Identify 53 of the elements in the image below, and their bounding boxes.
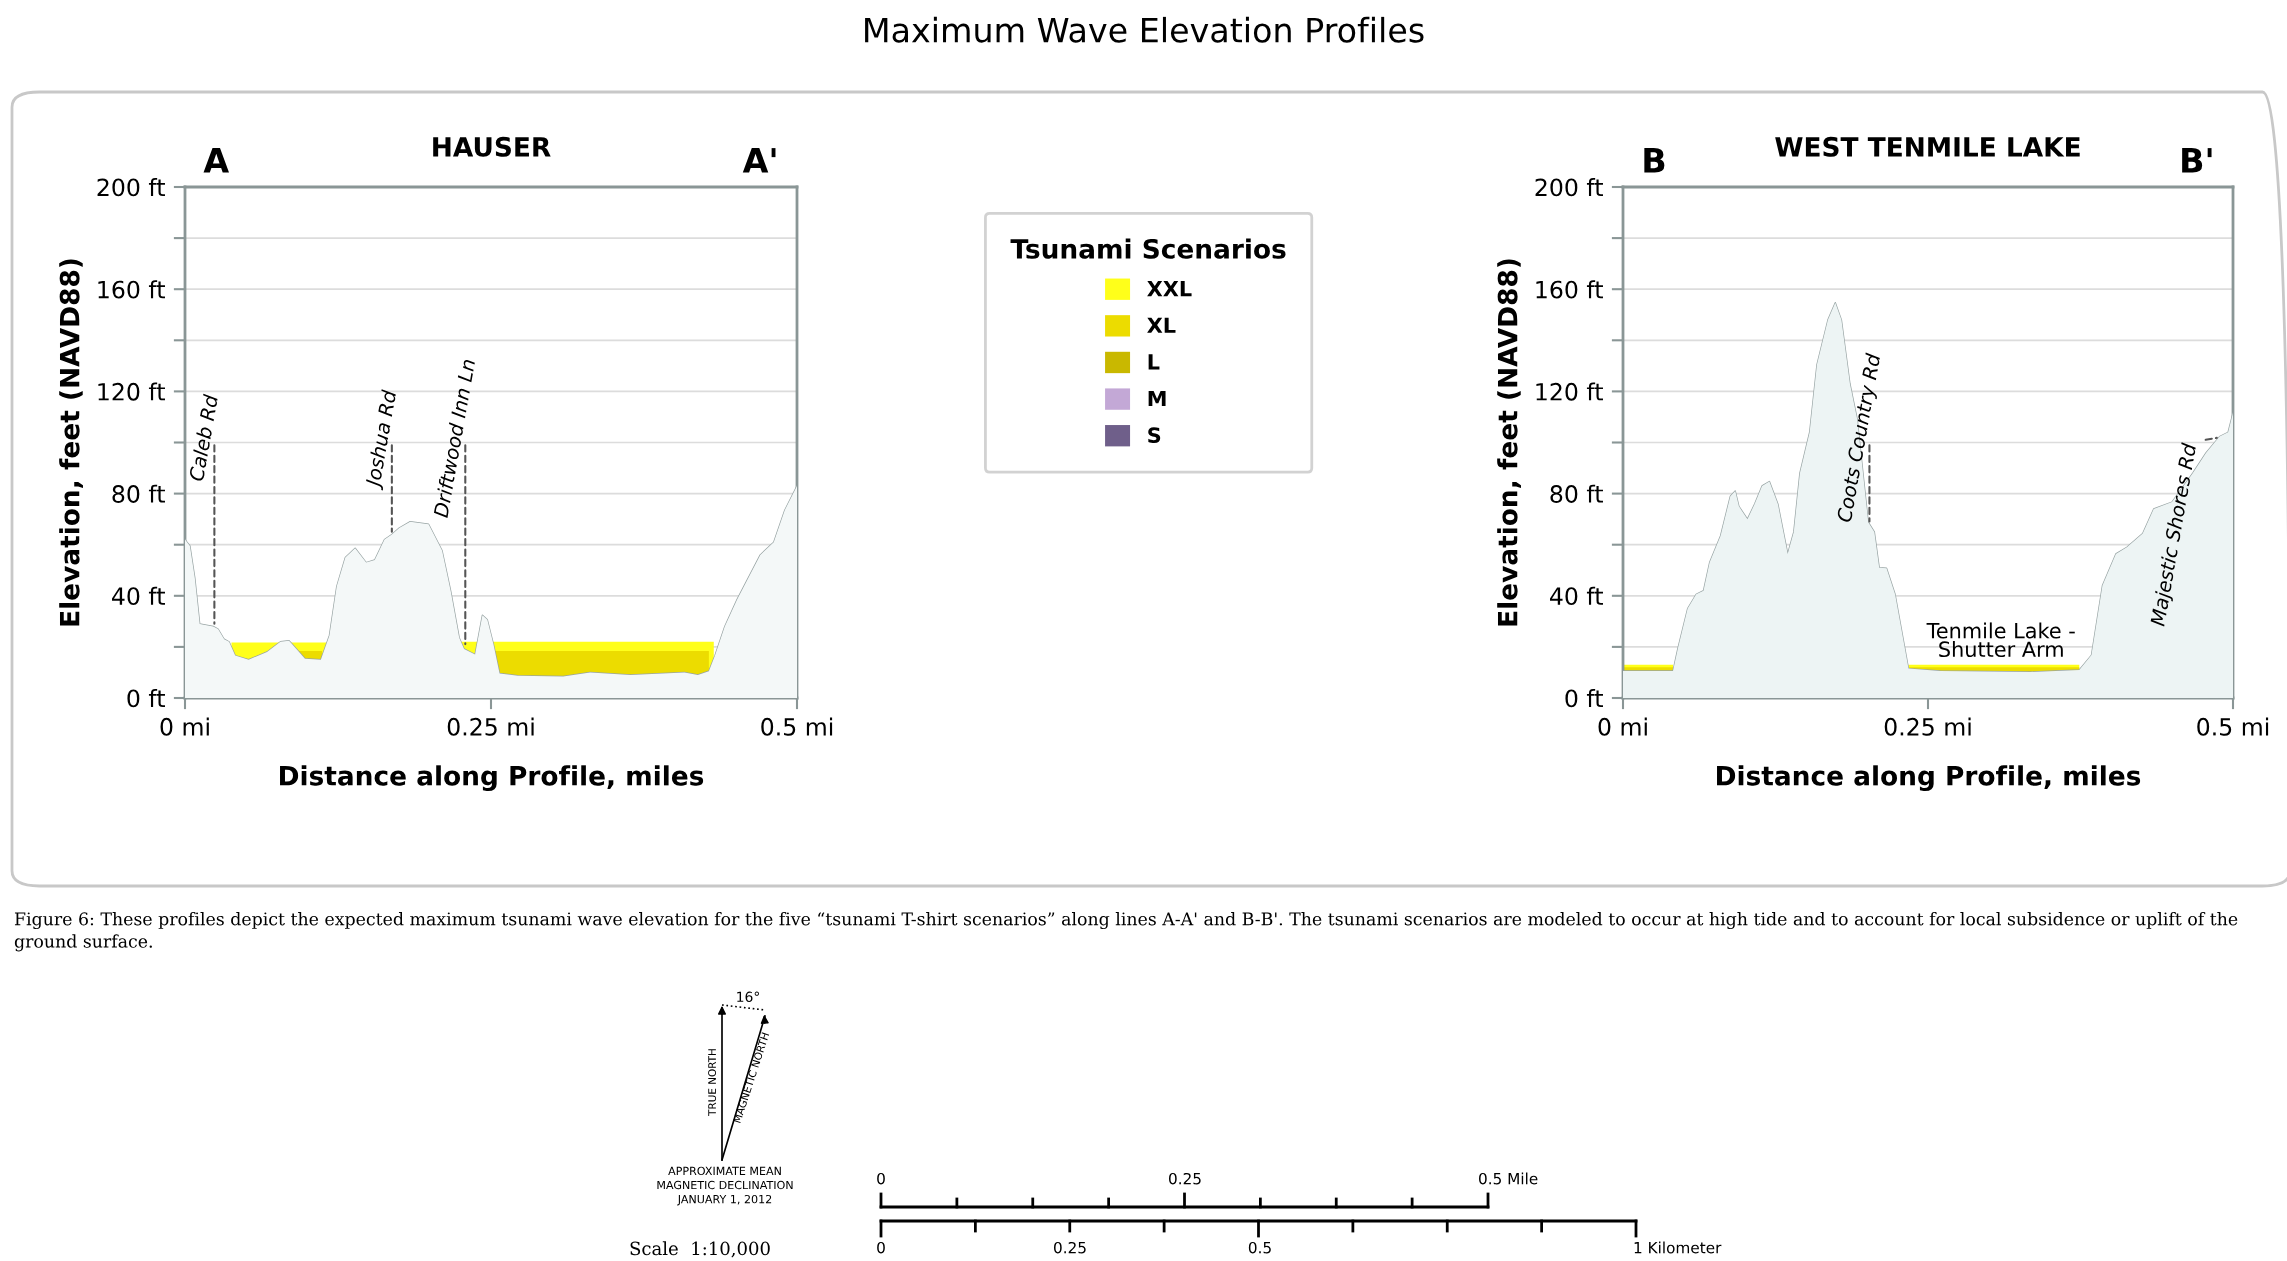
text: A <box>203 148 229 173</box>
legend-label: XL <box>1147 317 1176 333</box>
x-tick-label: 0.5 mi <box>2197 717 2269 736</box>
y-tick-label: 80 ft <box>1550 484 1603 503</box>
text: APPROXIMATE MEAN MAGNETIC DECLINATION JANUARY 1, 2012 <box>657 1166 793 1206</box>
text: 0.5 Mile <box>1479 1172 1538 1185</box>
text: TRUE NORTH <box>708 1049 717 1116</box>
chart-title: HAUSER <box>433 136 551 157</box>
y-tick-label: 40 ft <box>1550 586 1603 606</box>
text: 0.25 <box>1169 1172 1201 1185</box>
text: Maximum Wave Elevation Profiles <box>865 16 1424 43</box>
text: 16° <box>737 991 759 1003</box>
annotation: Caleb Rd <box>188 393 219 482</box>
text: 0.5 <box>1248 1241 1271 1254</box>
y-tick-label: 0 ft <box>1565 689 1603 708</box>
y-tick-label: 120 ft <box>1536 382 1603 401</box>
y-axis-title: Elevation, feet (NAVD88) <box>1497 259 1521 626</box>
y-tick-label: 120 ft <box>98 382 165 401</box>
chart-title: WEST TENMILE LAKE <box>1775 136 2080 157</box>
y-tick-label: 200 ft <box>97 178 165 197</box>
x-tick-label: 0.5 mi <box>761 717 833 736</box>
annotation: Coots Country Rd <box>1836 352 1885 524</box>
text: 0.25 <box>1054 1241 1086 1254</box>
annotation: Driftwood Inn Ln <box>432 358 476 518</box>
y-tick-label: 160 ft <box>98 280 165 299</box>
legend-title: Tsunami Scenarios <box>1010 238 1286 259</box>
legend-label: L <box>1148 354 1160 370</box>
y-tick-label: 40 ft <box>112 586 165 606</box>
y-axis-title: Elevation, feet (NAVD88) <box>59 259 83 626</box>
x-tick-label: 0.25 mi <box>447 717 534 736</box>
legend-label: M <box>1148 390 1166 407</box>
x-tick-label: 0.25 mi <box>1884 717 1971 736</box>
legend-label: S <box>1148 427 1161 444</box>
annotation: Joshua Rd <box>364 389 401 491</box>
x-tick-label: 0 mi <box>160 717 209 736</box>
annotation: Majestic Shores Rd <box>2149 442 2201 628</box>
x-tick-label: 0 mi <box>1598 717 1647 736</box>
text: Scale 1:10,000 <box>630 1241 770 1258</box>
x-axis-title: Distance along Profile, miles <box>280 765 704 792</box>
caption: Figure 6: These profiles depict the expected maximum tsunami wave elevation for the five “tsunami T-shirt scenarios” along lines A-A' and B-B'. The tsunami scenarios are modeled to occur at high tide and to account for local subsidence or uplift of the ground surface. <box>14 912 2238 952</box>
text: 0 <box>877 1172 885 1185</box>
y-tick-label: 200 ft <box>1535 178 1603 197</box>
legend-label: XXL <box>1147 281 1192 297</box>
y-tick-label: 160 ft <box>1536 280 1603 299</box>
text: 1 Kilometer <box>1634 1241 1722 1254</box>
text: B <box>1644 148 1665 173</box>
text: A' <box>742 148 776 173</box>
x-axis-title: Distance along Profile, miles <box>1717 765 2141 792</box>
text: B' <box>2182 148 2212 173</box>
annotation: Tenmile Lake - Shutter Arm <box>1926 622 2075 658</box>
text: 0 <box>877 1241 885 1254</box>
y-tick-label: 80 ft <box>112 484 165 503</box>
y-tick-label: 0 ft <box>127 689 165 708</box>
